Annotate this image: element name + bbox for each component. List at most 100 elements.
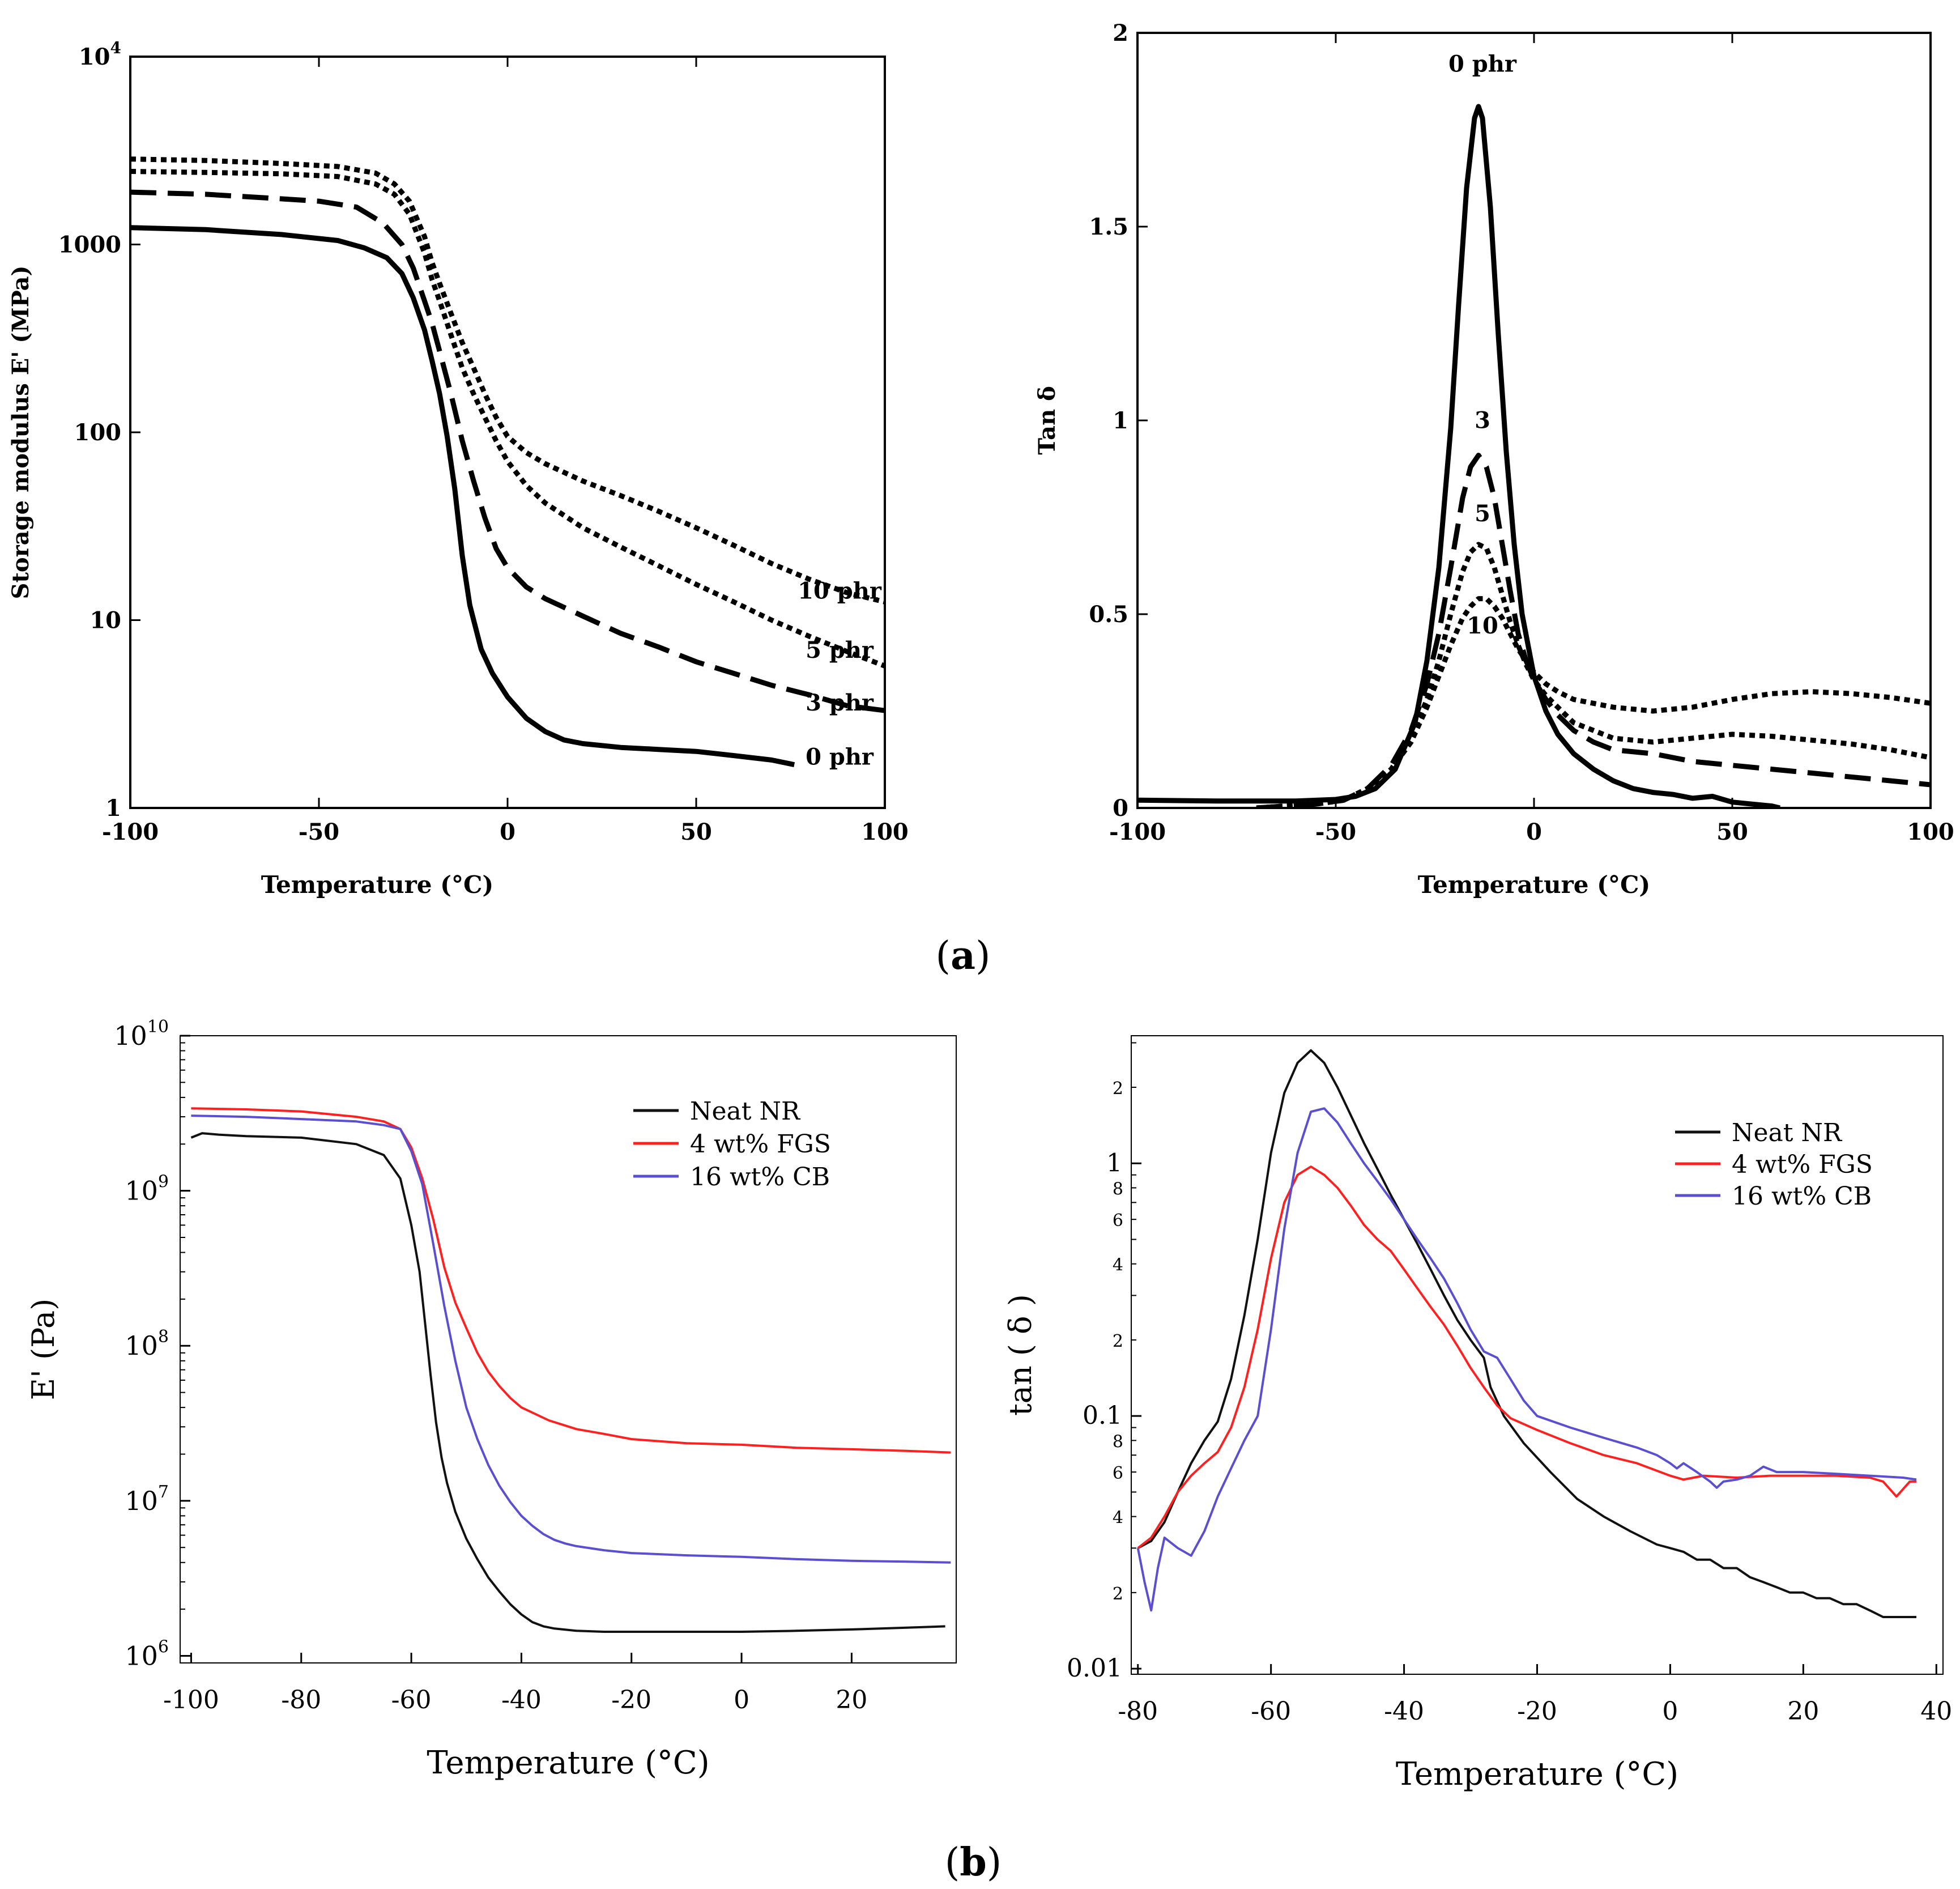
x-axis-label: Temperature (°C) [1396, 1756, 1678, 1793]
y-tick-exponent: 8 [158, 1327, 169, 1347]
series-label: 3 [1475, 407, 1490, 434]
x-tick-label: -100 [163, 1686, 219, 1714]
x-tick-label: -50 [1315, 819, 1356, 845]
series-label: 0 phr [806, 744, 874, 771]
y-tick-label: 2 [1113, 20, 1128, 46]
y-tick-label: 107 [125, 1482, 169, 1516]
series-line-0-phr [1137, 104, 1781, 808]
plot-frame [180, 1035, 957, 1663]
x-tick-label: -60 [1251, 1697, 1291, 1726]
series-label: 3 phr [806, 690, 874, 716]
series-label: 5 [1475, 500, 1490, 527]
y-minor-tick-label: 4 [1113, 1256, 1123, 1275]
y-tick-label: 0 [1113, 795, 1128, 822]
x-axis-label: Temperature (°C) [261, 871, 494, 899]
x-tick-label: -80 [1118, 1697, 1158, 1726]
x-tick-label: -40 [1384, 1697, 1424, 1726]
y-tick-label: 0.01 [1067, 1654, 1122, 1683]
y-minor-tick-label: 6 [1113, 1463, 1123, 1483]
series-line-0-phr [130, 225, 795, 768]
y-minor-tick-label: 8 [1113, 1432, 1123, 1452]
legend: Neat NR 4 wt% FGS 16 wt% CB [1675, 1118, 1873, 1211]
series-label: 5 phr [806, 637, 874, 663]
series-line-5-phr [130, 169, 885, 669]
series-line-3 [1256, 453, 1931, 808]
legend-label: Neat NR [690, 1097, 801, 1126]
y-axis-label: E' (Pa) [25, 1299, 61, 1401]
y-tick-exponent: 10 [147, 1017, 169, 1037]
y-top-label: 104 [79, 39, 121, 70]
x-tick-label: 0 [1662, 1697, 1678, 1726]
legend-label: 4 wt% FGS [690, 1130, 831, 1159]
x-tick-label: -20 [611, 1686, 651, 1714]
series-line-16-wt-cb [191, 1114, 951, 1564]
x-tick-label: -100 [1109, 819, 1166, 845]
x-tick-label: -50 [299, 819, 339, 845]
y-tick-label: 0.1 [1083, 1401, 1122, 1430]
series-line-10-phr [130, 156, 885, 605]
y-tick-base: 10 [125, 1486, 158, 1516]
y-tick-exponent: 9 [158, 1172, 169, 1192]
y-tick-label: 1.5 [1089, 214, 1128, 240]
y-axis-label: tan ( δ ) [1003, 1294, 1038, 1416]
x-tick-label: 50 [1716, 819, 1748, 845]
caption-b: (b) [945, 1840, 1002, 1885]
y-minor-tick-label: 4 [1113, 1508, 1123, 1528]
y-minor-tick-label: 6 [1113, 1211, 1123, 1231]
y-tick-base: 10 [125, 1330, 158, 1361]
x-tick-label: -40 [501, 1686, 542, 1714]
y-tick-label: 109 [125, 1172, 169, 1206]
x-axis-label: Temperature (°C) [1418, 871, 1651, 899]
series-label: 10 [1467, 612, 1498, 639]
series-label: 10 phr [798, 578, 882, 605]
y-tick-label: 108 [125, 1327, 169, 1361]
x-tick-label: 0 [734, 1686, 749, 1714]
chart-b-storage-modulus: -100 -80 -60 -40 -20 0 201061071081091010Tempe… [25, 1017, 957, 1781]
y-minor-tick-label: 2 [1113, 1079, 1123, 1099]
series-line-4-wt-fgs [191, 1107, 951, 1454]
x-tick-label: 100 [861, 819, 909, 845]
legend-label: Neat NR [1732, 1118, 1843, 1147]
series-line-16-wt-cb [1136, 1107, 1917, 1612]
x-tick-label: 50 [680, 819, 712, 845]
y-top-label-base: 10 [79, 44, 110, 70]
y-tick-exponent: 6 [158, 1637, 169, 1657]
chart-a-tan-delta: -100 -50 0 50 100 0 0.5 1 1.5 2 Temperature (°C) Ta… [1034, 20, 1954, 899]
y-minor-tick-label: 2 [1113, 1584, 1123, 1604]
y-tick-base: 10 [125, 1640, 158, 1671]
x-tick-label: 40 [1920, 1697, 1952, 1726]
x-tick-label: 0 [500, 819, 515, 845]
y-tick-label: 1000 [58, 232, 121, 258]
x-tick-label: -80 [281, 1686, 321, 1714]
series-line-4-wt-fgs [1137, 1165, 1916, 1549]
y-tick-base: 10 [114, 1020, 147, 1051]
y-tick-label: 106 [125, 1637, 169, 1671]
x-tick-label: -60 [391, 1686, 432, 1714]
x-tick-label: 0 [1526, 819, 1542, 845]
y-axis-label: Storage modulus E' (MPa) [7, 266, 34, 599]
x-tick-label: 20 [836, 1686, 867, 1714]
x-tick-label: 20 [1787, 1697, 1819, 1726]
plot-frame [1136, 32, 1932, 809]
series-line-10 [1256, 596, 1931, 808]
y-tick-exponent: 7 [158, 1482, 169, 1502]
legend-label: 4 wt% FGS [1732, 1150, 1873, 1179]
legend-label: 16 wt% CB [1732, 1182, 1872, 1211]
series-label: 0 phr [1448, 50, 1517, 77]
legend: Neat NR 4 wt% FGS 16 wt% CB [633, 1097, 831, 1192]
series-line-3-phr [130, 189, 885, 713]
caption-a: (a) [935, 933, 990, 978]
y-tick-base: 10 [125, 1176, 158, 1206]
y-top-label-exponent: 4 [110, 39, 121, 57]
series-line-neat-nr [190, 1132, 945, 1633]
y-tick-label: 1 [1106, 1148, 1122, 1177]
y-tick-label: 1010 [114, 1017, 169, 1051]
y-minor-tick-label: 8 [1113, 1179, 1123, 1199]
y-minor-tick-label: 2 [1113, 1331, 1123, 1351]
y-tick-label: 1 [1113, 407, 1128, 434]
y-tick-label: 100 [74, 419, 122, 446]
x-tick-label: -100 [102, 819, 159, 845]
legend-label: 16 wt% CB [690, 1163, 830, 1192]
